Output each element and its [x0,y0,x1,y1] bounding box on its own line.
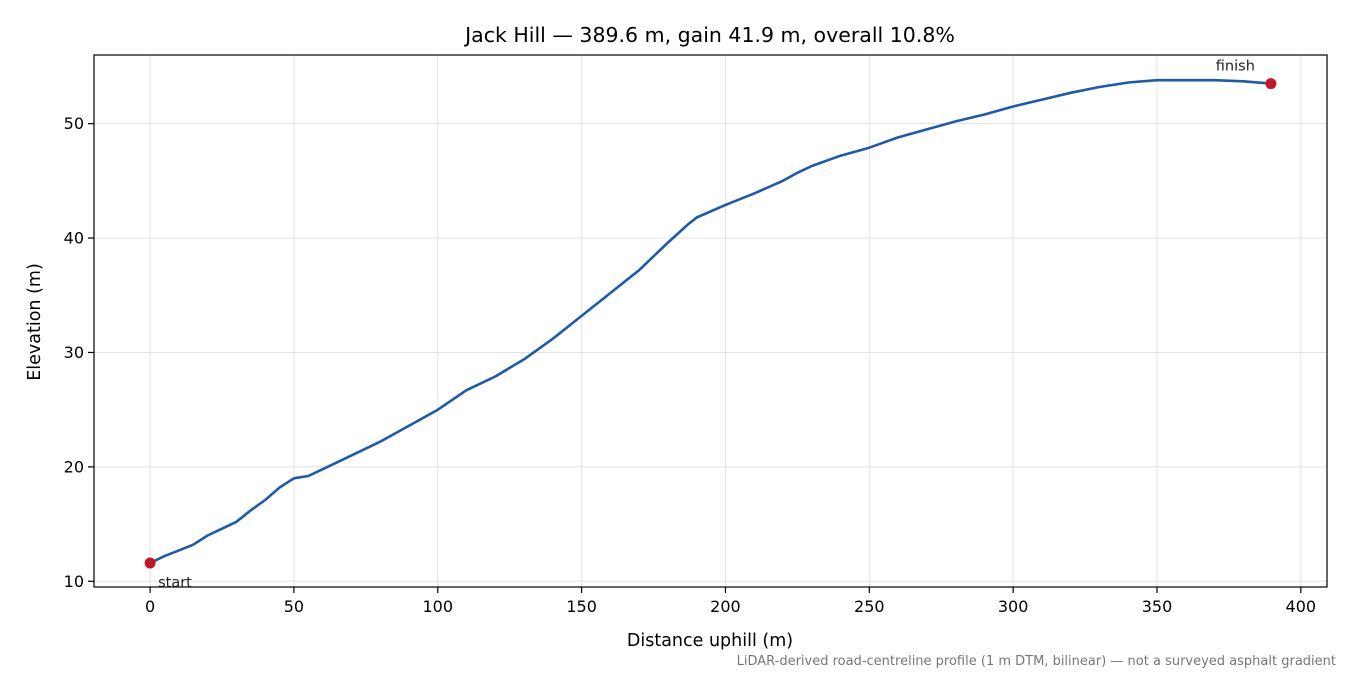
y-axis-title: Elevation (m) [25,263,45,381]
y-tick-label: 40 [64,229,84,248]
plot-series [148,78,1273,565]
start-marker [144,557,156,569]
y-tick-label: 20 [64,457,84,476]
x-axis-title: Distance uphill (m) [627,631,793,651]
x-tick-label: 50 [284,597,304,616]
x-tick-label: 100 [423,597,454,616]
x-tick-label: 400 [1286,597,1317,616]
x-tick-label: 0 [145,597,155,616]
x-tick-label: 200 [710,597,741,616]
x-tick-label: 250 [854,597,885,616]
y-tick-label: 30 [64,343,84,362]
axes: 0 50 100 150 200 250 300 350 400 10 20 30 40 50 [64,54,1328,616]
x-tick-label: 350 [1142,597,1173,616]
annotations: start finish [144,59,1277,591]
start-label: start [158,575,192,591]
finish-label: finish [1216,59,1255,75]
plot-frame [93,54,1328,588]
y-tick-label: 50 [64,114,84,133]
finish-marker [1265,78,1277,90]
footnote: LiDAR-derived road-centreline profile (1… [737,654,1336,669]
elevation-line [148,78,1273,565]
grid-lines [94,55,1327,587]
x-tick-label: 150 [566,597,597,616]
chart-title: Jack Hill — 389.6 m, gain 41.9 m, overal… [463,23,955,47]
x-tick-label: 300 [998,597,1029,616]
y-tick-label: 10 [64,572,84,591]
